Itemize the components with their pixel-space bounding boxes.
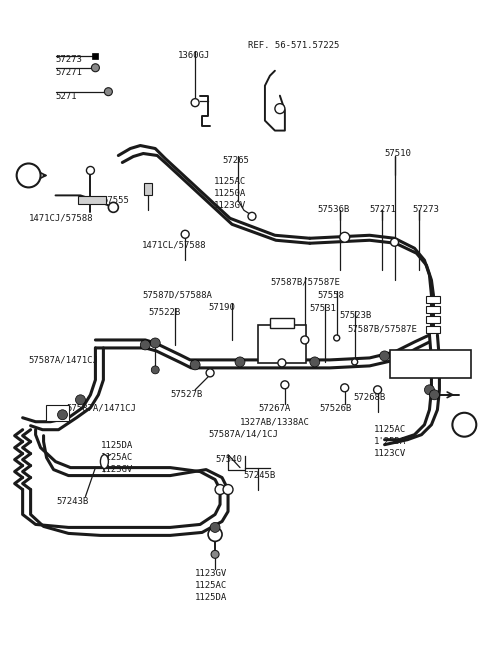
Bar bbox=[46, 405, 70, 420]
Text: P/STEERING: P/STEERING bbox=[406, 356, 456, 365]
Text: 11250A: 11250A bbox=[214, 189, 246, 198]
Circle shape bbox=[340, 233, 350, 242]
Bar bbox=[78, 196, 107, 204]
Circle shape bbox=[206, 369, 214, 377]
Circle shape bbox=[380, 351, 390, 361]
Circle shape bbox=[341, 384, 348, 392]
Text: 1471CJ/57588: 1471CJ/57588 bbox=[29, 214, 93, 222]
Circle shape bbox=[190, 360, 200, 370]
Text: 1123CV: 1123CV bbox=[373, 449, 406, 458]
Text: REF. 56-571.57225: REF. 56-571.57225 bbox=[248, 41, 339, 50]
Bar bbox=[426, 296, 441, 303]
Text: 57271: 57271 bbox=[56, 68, 83, 77]
Circle shape bbox=[75, 395, 85, 405]
Circle shape bbox=[424, 385, 434, 395]
Text: 57526B: 57526B bbox=[320, 404, 352, 413]
Text: 57540: 57540 bbox=[215, 455, 242, 464]
Text: 57190: 57190 bbox=[208, 303, 235, 312]
Text: 1123GV: 1123GV bbox=[100, 464, 132, 474]
Text: 1125AC: 1125AC bbox=[100, 453, 132, 462]
Text: 57531: 57531 bbox=[310, 304, 336, 313]
Text: 57522B: 57522B bbox=[148, 308, 180, 317]
Text: 57555: 57555 bbox=[102, 196, 129, 206]
Text: 57536B: 57536B bbox=[318, 206, 350, 214]
Circle shape bbox=[275, 104, 285, 114]
Circle shape bbox=[235, 357, 245, 367]
Bar bbox=[390, 350, 471, 378]
Text: 57587A/14/1CJ: 57587A/14/1CJ bbox=[208, 430, 278, 439]
Ellipse shape bbox=[100, 455, 108, 468]
Circle shape bbox=[215, 485, 225, 495]
Text: 57587D/57588A: 57587D/57588A bbox=[142, 290, 212, 299]
Text: 57271: 57271 bbox=[370, 206, 396, 214]
Text: 57243B: 57243B bbox=[57, 497, 89, 505]
Circle shape bbox=[223, 485, 233, 495]
Text: 1125AC: 1125AC bbox=[373, 424, 406, 434]
Bar bbox=[426, 316, 441, 323]
Circle shape bbox=[208, 528, 222, 541]
Text: 57558: 57558 bbox=[318, 291, 345, 300]
Text: 57268B: 57268B bbox=[354, 393, 386, 402]
Circle shape bbox=[181, 231, 189, 238]
Text: 1327AB/1338AC: 1327AB/1338AC bbox=[240, 418, 310, 427]
Text: 1125AC: 1125AC bbox=[195, 581, 228, 590]
Text: 57273: 57273 bbox=[56, 55, 83, 64]
Text: 57587B/57587E: 57587B/57587E bbox=[348, 324, 418, 333]
Text: P/STEERING: P/STEERING bbox=[399, 356, 450, 365]
Text: 1123GV: 1123GV bbox=[214, 201, 246, 210]
Text: 1125DA: 1125DA bbox=[100, 441, 132, 449]
Circle shape bbox=[140, 340, 150, 350]
Text: 1125AC: 1125AC bbox=[214, 177, 246, 187]
Circle shape bbox=[248, 212, 256, 220]
Text: 1123GV: 1123GV bbox=[195, 570, 228, 578]
Text: 1360GJ: 1360GJ bbox=[178, 51, 210, 60]
Circle shape bbox=[17, 164, 41, 187]
Circle shape bbox=[108, 202, 119, 212]
Bar bbox=[270, 318, 294, 328]
Text: 57245B: 57245B bbox=[243, 470, 275, 480]
Bar bbox=[258, 325, 306, 363]
Text: 57587B/57587E: 57587B/57587E bbox=[270, 277, 340, 286]
Circle shape bbox=[191, 99, 199, 106]
Circle shape bbox=[352, 359, 358, 365]
Text: 1'25DA: 1'25DA bbox=[373, 437, 406, 445]
Circle shape bbox=[301, 336, 309, 344]
Circle shape bbox=[211, 551, 219, 558]
Text: OIL PUMP: OIL PUMP bbox=[410, 369, 450, 377]
Circle shape bbox=[310, 357, 320, 367]
Text: 57527B: 57527B bbox=[170, 390, 203, 399]
Circle shape bbox=[58, 410, 68, 420]
Circle shape bbox=[452, 413, 476, 437]
Circle shape bbox=[104, 87, 112, 96]
Circle shape bbox=[210, 522, 220, 532]
Circle shape bbox=[391, 238, 398, 246]
Text: 1471CL/57588: 1471CL/57588 bbox=[142, 240, 207, 249]
Text: A: A bbox=[460, 420, 468, 430]
Text: 57265: 57265 bbox=[222, 156, 249, 166]
Bar bbox=[93, 53, 98, 58]
Bar bbox=[144, 183, 152, 195]
Bar bbox=[426, 326, 441, 333]
Text: A: A bbox=[24, 170, 33, 181]
Circle shape bbox=[430, 390, 439, 400]
Circle shape bbox=[278, 359, 286, 367]
Text: 5271: 5271 bbox=[56, 92, 77, 101]
Text: OIL PUMP: OIL PUMP bbox=[405, 368, 444, 377]
Text: 57587A/1471CJ: 57587A/1471CJ bbox=[67, 404, 136, 413]
Text: 57273: 57273 bbox=[412, 206, 439, 214]
Text: 57267A: 57267A bbox=[258, 404, 290, 413]
Text: 57523B: 57523B bbox=[340, 311, 372, 320]
Bar bbox=[426, 306, 441, 313]
Circle shape bbox=[373, 386, 382, 394]
Text: 57587A/1471CJ: 57587A/1471CJ bbox=[29, 356, 98, 365]
Text: 57510: 57510 bbox=[384, 148, 411, 158]
Circle shape bbox=[334, 335, 340, 341]
Circle shape bbox=[150, 338, 160, 348]
Circle shape bbox=[281, 381, 289, 389]
Circle shape bbox=[151, 366, 159, 374]
Text: 1125DA: 1125DA bbox=[195, 593, 228, 602]
Circle shape bbox=[86, 166, 95, 175]
Circle shape bbox=[91, 64, 99, 72]
